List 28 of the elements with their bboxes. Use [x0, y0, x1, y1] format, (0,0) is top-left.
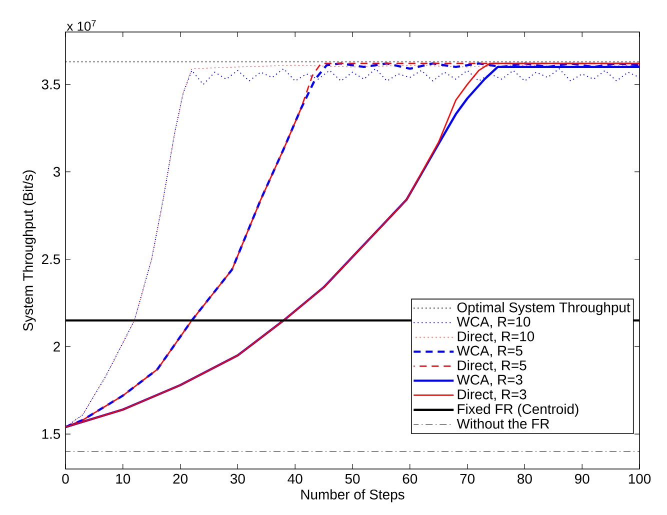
x-tick-label: 80: [518, 474, 532, 484]
y-axis-title: System Throughput (Bit/s): [22, 170, 36, 331]
y-tick-label: 2: [54, 342, 60, 352]
y-tick-label: 3.5: [42, 79, 60, 90]
legend-label: Direct, R=3: [458, 389, 526, 401]
x-tick-label: 40: [288, 474, 302, 484]
legend-label: Without the FR: [456, 418, 550, 429]
x-tick-label: 50: [345, 474, 360, 484]
y-tick-label: 2.5: [42, 254, 60, 264]
x-tick-label: 30: [230, 474, 245, 484]
legend-label: WCA, R=3: [456, 374, 522, 386]
legend-label: WCA, R=5: [456, 346, 522, 358]
legend-label: Direct, R=5: [458, 360, 526, 372]
x-axis-title: Number of Steps: [301, 489, 404, 502]
x-tick-label: 20: [173, 474, 188, 484]
y-tick-label: 3: [53, 166, 60, 177]
text: x 10$^{7}$: [66, 20, 96, 31]
x-tick-label: 60: [402, 474, 418, 484]
legend-label: Optimal System Throughput: [457, 302, 630, 316]
x-tick-label: 70: [460, 474, 475, 484]
y-tick-label: 1.5: [42, 429, 60, 439]
x-tick-label: 90: [575, 474, 590, 484]
x-tick-label: 100: [628, 474, 651, 484]
x-tick-label: 10: [116, 474, 130, 484]
legend-label: Direct, R=10: [458, 331, 534, 343]
legend-label: Fixed FR (Centroid): [458, 404, 578, 417]
legend-label: WCA, R=10: [456, 316, 530, 328]
x-tick-label: 0: [62, 474, 69, 484]
